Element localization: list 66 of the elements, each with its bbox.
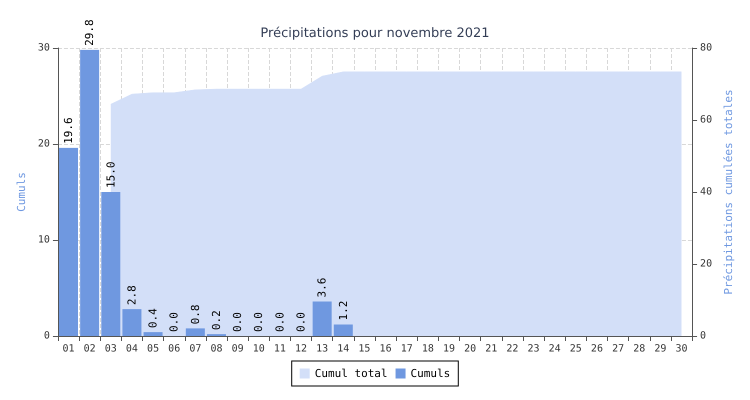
bar: [312, 301, 332, 336]
data-label: 0.0: [252, 312, 266, 332]
data-label: 0.0: [273, 312, 286, 332]
data-label: 0.8: [188, 304, 202, 324]
y-tick-label: 20: [38, 138, 50, 150]
x-tick-label: 14: [337, 344, 350, 354]
x-tick-label: 16: [380, 344, 392, 354]
data-label: 2.8: [125, 285, 138, 306]
x-tick-label: 03: [104, 344, 117, 354]
y2-tick-label: 20: [700, 258, 712, 270]
x-tick-label: 13: [316, 344, 328, 354]
data-label: 0.0: [294, 312, 308, 332]
legend-label: Cumuls: [410, 367, 450, 380]
x-tick-label: 08: [210, 344, 222, 354]
x-tick-label: 26: [590, 344, 603, 354]
bar: [101, 192, 120, 336]
y2-tick-label: 0: [700, 330, 706, 342]
chart-title: Précipitations pour novembre 2021: [260, 26, 490, 41]
x-tick-label: 27: [612, 344, 624, 354]
data-label: 0.0: [231, 312, 244, 332]
bar: [144, 332, 163, 336]
y-tick-label: 10: [38, 234, 50, 246]
x-tick-label: 25: [570, 344, 582, 354]
x-tick-label: 21: [485, 344, 498, 354]
x-tick-label: 02: [84, 344, 96, 354]
bar: [59, 148, 78, 336]
data-label: 19.6: [62, 117, 76, 144]
y2-axis-title: Précipitations cumulées totales: [722, 89, 735, 295]
legend-label: Cumul total: [314, 367, 388, 380]
bar: [334, 324, 353, 336]
x-tick-label: 20: [464, 344, 476, 354]
y-axis-title: Cumuls: [15, 172, 28, 212]
x-tick-label: 17: [400, 344, 413, 354]
data-label: 0.2: [210, 310, 223, 330]
y2-tick-label: 60: [700, 114, 712, 126]
x-tick-label: 19: [442, 344, 456, 354]
x-tick-label: 22: [506, 344, 518, 354]
x-tick-label: 11: [274, 344, 286, 354]
x-tick-label: 07: [189, 344, 202, 354]
x-tick-label: 24: [548, 344, 561, 354]
y2-tick-label: 40: [700, 186, 712, 198]
data-label: 1.2: [336, 300, 350, 320]
bar: [122, 309, 142, 336]
x-tick-label: 01: [62, 344, 75, 354]
x-tick-label: 15: [358, 344, 370, 354]
bar: [80, 50, 100, 336]
x-tick-label: 18: [422, 344, 434, 354]
data-label: 15.0: [104, 162, 118, 188]
data-label: 0.4: [146, 308, 160, 328]
data-label: 29.8: [83, 19, 96, 46]
y2-tick-label: 80: [700, 42, 712, 54]
x-tick-label: 28: [633, 344, 646, 354]
y-tick-label: 0: [44, 330, 50, 342]
x-tick-label: 12: [294, 344, 308, 354]
data-label: 3.6: [316, 278, 329, 298]
x-tick-label: 06: [168, 344, 180, 354]
x-tick-label: 04: [126, 344, 138, 354]
x-tick-label: 23: [528, 344, 540, 354]
data-label: 0.0: [168, 312, 181, 332]
x-tick-label: 05: [147, 344, 160, 354]
x-tick-label: 30: [675, 344, 688, 354]
x-tick-label: 29: [654, 344, 666, 354]
x-tick-label: 10: [252, 344, 265, 354]
bar: [186, 328, 205, 336]
x-tick-label: 09: [232, 344, 244, 354]
y-tick-label: 30: [38, 42, 50, 54]
